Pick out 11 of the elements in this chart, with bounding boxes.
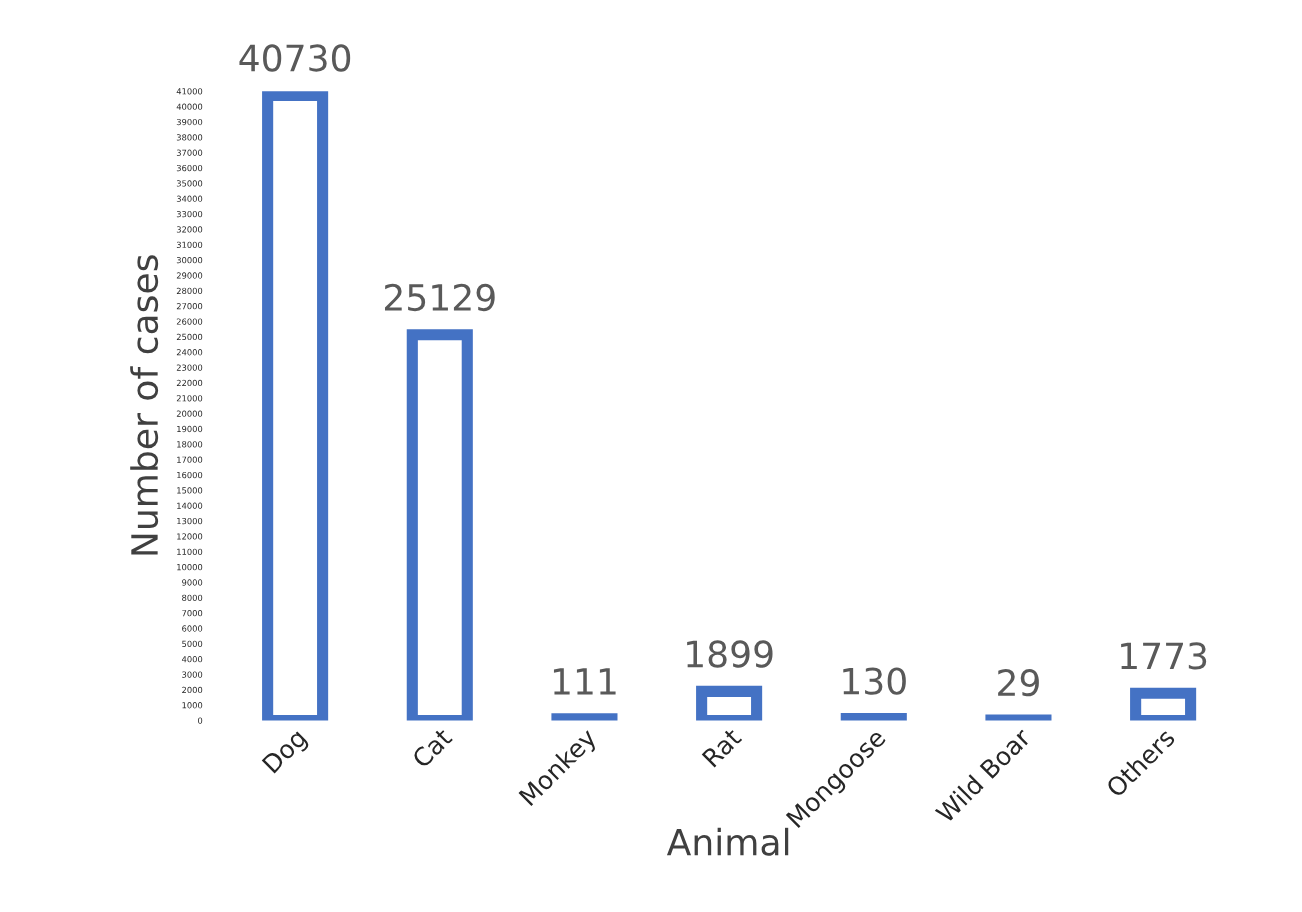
data-label: 29 xyxy=(998,669,1039,697)
data-label: 130 xyxy=(843,667,906,695)
x-tick-label: Cat xyxy=(410,726,454,769)
data-label: 1899 xyxy=(687,640,773,668)
x-tick-label: Rat xyxy=(701,727,743,768)
data-label: 40730 xyxy=(239,44,351,72)
y-axis-title: Number of cases xyxy=(130,255,159,555)
data-label: 111 xyxy=(553,668,616,695)
x-axis-title: Animal xyxy=(666,827,789,856)
data-label: 1773 xyxy=(1121,642,1207,670)
data-label: 25129 xyxy=(384,283,495,312)
